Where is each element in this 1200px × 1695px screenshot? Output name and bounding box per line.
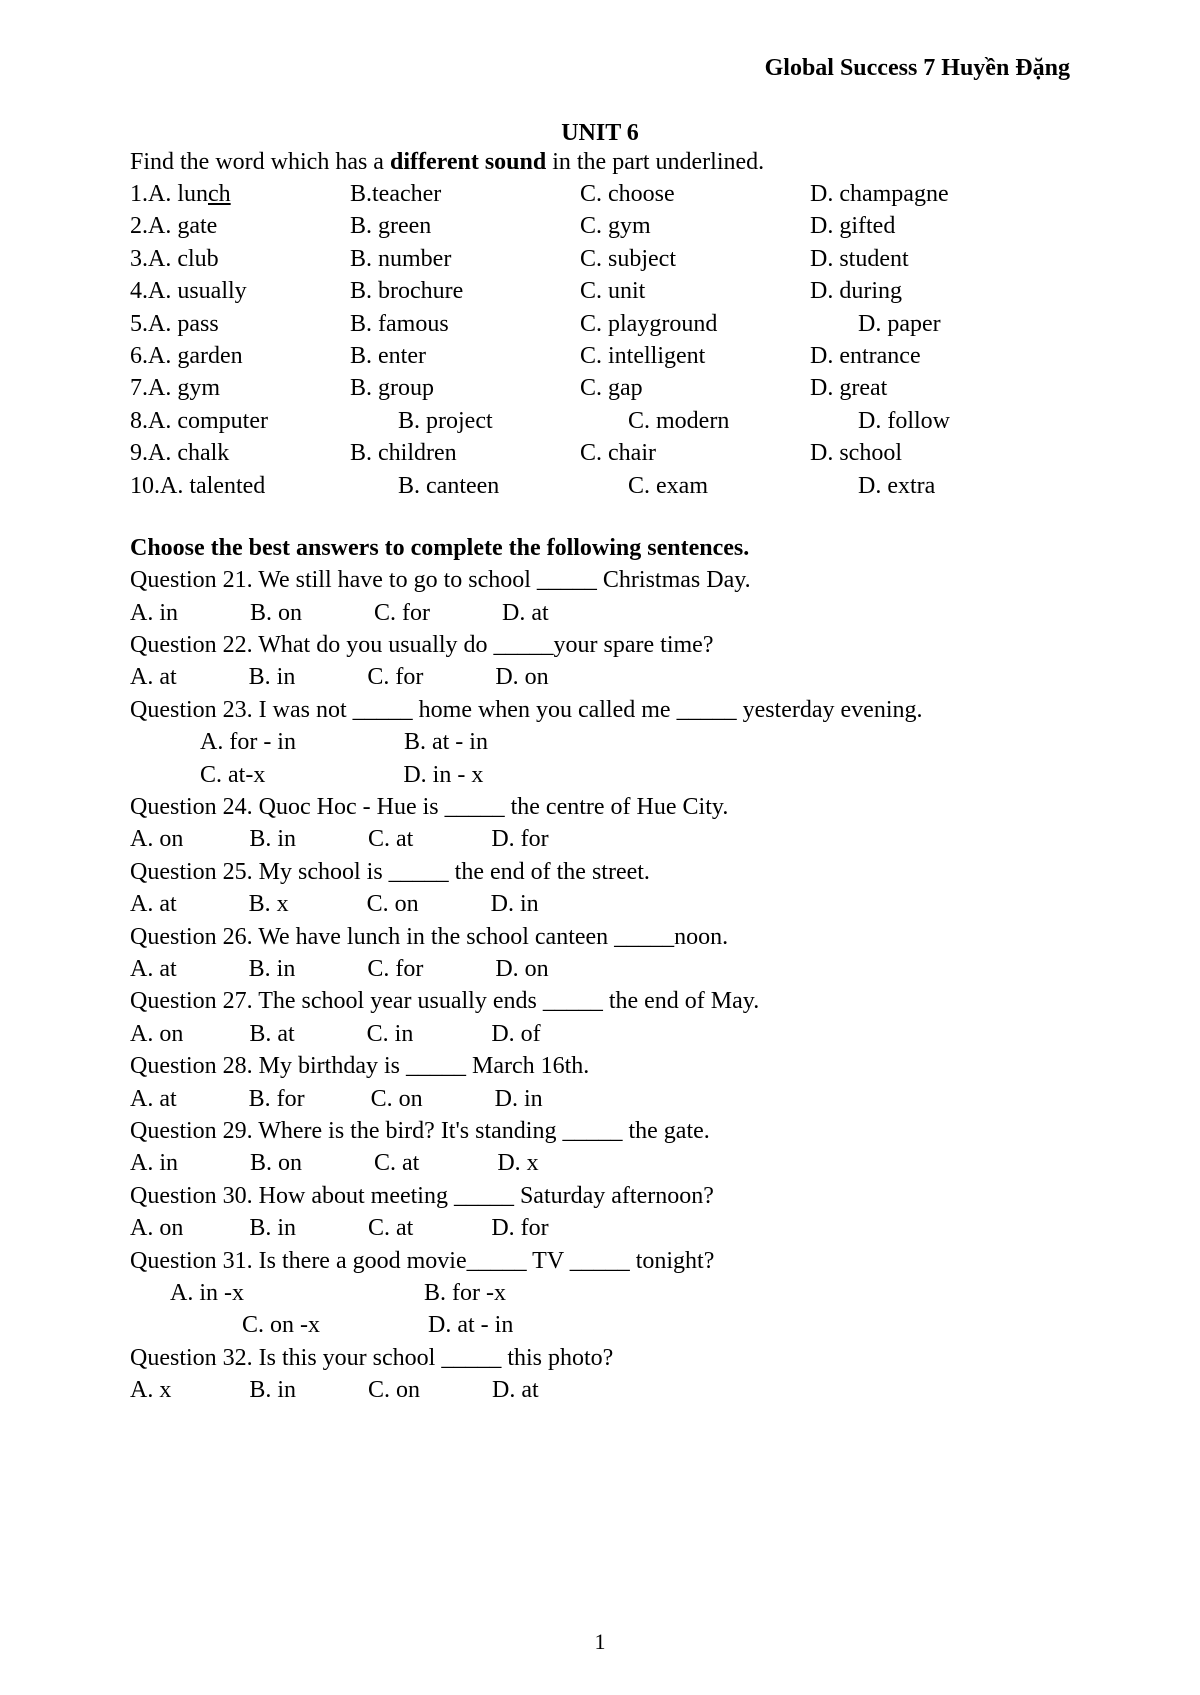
option-a: 2.A. gate — [130, 210, 350, 242]
option-d: D. during — [810, 275, 1050, 307]
option-c: C. modern — [580, 405, 810, 437]
question-text: Question 30. How about meeting _____ Sat… — [130, 1180, 1070, 1212]
question-text: Question 27. The school year usually end… — [130, 985, 1070, 1017]
option-a: 9.A. chalk — [130, 437, 350, 469]
option-c: C. intelligent — [580, 340, 810, 372]
question-text: Question 25. My school is _____ the end … — [130, 856, 1070, 888]
option-b: B. famous — [350, 308, 580, 340]
option-c: C. playground — [580, 308, 810, 340]
question-text: Question 24. Quoc Hoc - Hue is _____ the… — [130, 791, 1070, 823]
question-text: Question 32. Is this your school _____ t… — [130, 1342, 1070, 1374]
option-d: D. great — [810, 372, 1050, 404]
option-c: C. gap — [580, 372, 810, 404]
option-d: D. paper — [810, 308, 1050, 340]
option-b: B. number — [350, 243, 580, 275]
question-options: A. in B. on C. at D. x — [130, 1147, 1070, 1179]
option-d: D. entrance — [810, 340, 1050, 372]
option-d: D. school — [810, 437, 1050, 469]
worksheet-page: Global Success 7 Huyền Đặng UNIT 6 Find … — [0, 0, 1200, 1695]
sound-row: 2.A. gateB. greenC. gymD. gifted — [130, 210, 1070, 242]
unit-title: UNIT 6 — [130, 120, 1070, 147]
option-b: B. group — [350, 372, 580, 404]
option-b: B. green — [350, 210, 580, 242]
option-b: B. brochure — [350, 275, 580, 307]
section-2: Choose the best answers to complete the … — [130, 532, 1070, 1407]
option-a: 7.A. gym — [130, 372, 350, 404]
question-options: A. at B. in C. for D. on — [130, 953, 1070, 985]
option-c: C. choose — [580, 178, 810, 210]
option-b: B. children — [350, 437, 580, 469]
sound-row: 6.A. gardenB. enterC. intelligentD. entr… — [130, 340, 1070, 372]
question-options: C. at-x D. in - x — [130, 759, 1070, 791]
option-a: 8.A. computer — [130, 405, 350, 437]
question-text: Question 31. Is there a good movie_____ … — [130, 1245, 1070, 1277]
instruction-1-bold: different sound — [390, 149, 546, 175]
instruction-1-pre: Find the word which has a — [130, 149, 390, 175]
option-d: D. follow — [810, 405, 1050, 437]
header-author: Global Success 7 Huyền Đặng — [765, 55, 1070, 82]
option-c: C. unit — [580, 275, 810, 307]
sound-row: 5.A. passB. famousC. playground D. paper — [130, 308, 1070, 340]
sound-row: 4.A. usuallyB. brochureC. unitD. during — [130, 275, 1070, 307]
sound-row: 1.A. lunchB.teacherC. chooseD. champagne — [130, 178, 1070, 210]
section-2-title: Choose the best answers to complete the … — [130, 532, 1070, 564]
question-options: A. at B. in C. for D. on — [130, 661, 1070, 693]
option-d: D. champagne — [810, 178, 1050, 210]
option-a: 3.A. club — [130, 243, 350, 275]
sound-row: 7.A. gymB. groupC. gapD. great — [130, 372, 1070, 404]
option-d: D. extra — [810, 470, 1050, 502]
page-number: 1 — [0, 1629, 1200, 1655]
question-options: A. on B. in C. at D. for — [130, 823, 1070, 855]
option-b: B. project — [350, 405, 580, 437]
option-a: 1.A. lunch — [130, 178, 350, 210]
option-c: C. chair — [580, 437, 810, 469]
question-options: A. at B. x C. on D. in — [130, 888, 1070, 920]
question-options: A. on B. in C. at D. for — [130, 1212, 1070, 1244]
sound-row: 9.A. chalkB. childrenC. chairD. school — [130, 437, 1070, 469]
option-a: 5.A. pass — [130, 308, 350, 340]
option-b: B. enter — [350, 340, 580, 372]
question-options: C. on -x D. at - in — [130, 1309, 1070, 1341]
sound-exercise-table: 1.A. lunchB.teacherC. chooseD. champagne… — [130, 178, 1070, 502]
question-text: Question 23. I was not _____ home when y… — [130, 694, 1070, 726]
sound-row: 3.A. clubB. numberC. subjectD. student — [130, 243, 1070, 275]
question-options: A. on B. at C. in D. of — [130, 1018, 1070, 1050]
option-c: C. gym — [580, 210, 810, 242]
question-text: Question 21. We still have to go to scho… — [130, 564, 1070, 596]
instruction-1: Find the word which has a different soun… — [130, 149, 1070, 176]
question-options: A. at B. for C. on D. in — [130, 1083, 1070, 1115]
question-options: A. in B. on C. for D. at — [130, 597, 1070, 629]
option-a: 4.A. usually — [130, 275, 350, 307]
question-text: Question 29. Where is the bird? It's sta… — [130, 1115, 1070, 1147]
option-d: D. gifted — [810, 210, 1050, 242]
option-a: 10.A. talented — [130, 470, 350, 502]
question-options: A. for - in B. at - in — [130, 726, 1070, 758]
option-a: 6.A. garden — [130, 340, 350, 372]
instruction-1-post: in the part underlined. — [546, 149, 764, 175]
option-b: B.teacher — [350, 178, 580, 210]
option-c: C. subject — [580, 243, 810, 275]
question-options: A. x B. in C. on D. at — [130, 1374, 1070, 1406]
question-text: Question 22. What do you usually do ____… — [130, 629, 1070, 661]
option-d: D. student — [810, 243, 1050, 275]
option-c: C. exam — [580, 470, 810, 502]
question-options: A. in -x B. for -x — [130, 1277, 1070, 1309]
questions-list: Question 21. We still have to go to scho… — [130, 564, 1070, 1406]
sound-row: 10.A. talented B. canteen C. exam D. ext… — [130, 470, 1070, 502]
sound-row: 8.A. computer B. project C. modern D. fo… — [130, 405, 1070, 437]
question-text: Question 26. We have lunch in the school… — [130, 921, 1070, 953]
question-text: Question 28. My birthday is _____ March … — [130, 1050, 1070, 1082]
option-b: B. canteen — [350, 470, 580, 502]
